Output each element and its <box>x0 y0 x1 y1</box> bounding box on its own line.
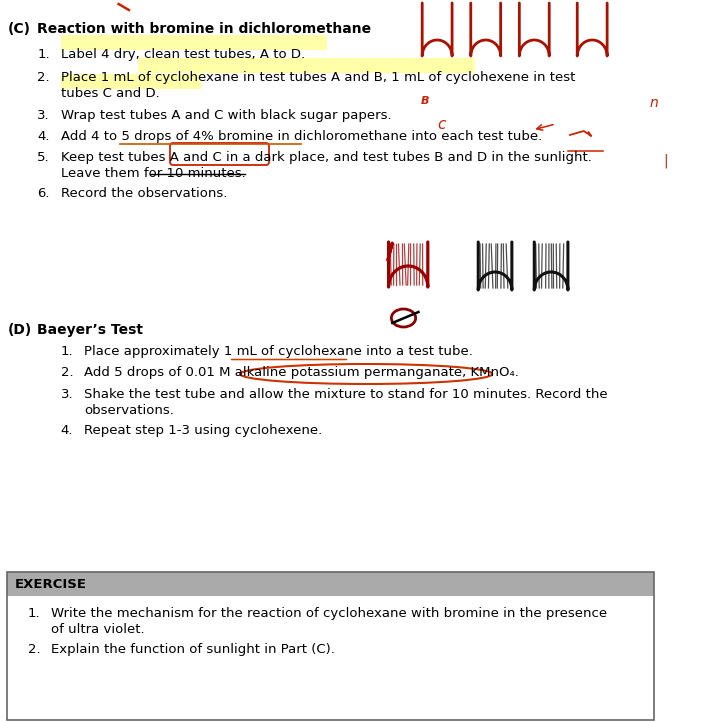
Text: 2.: 2. <box>37 71 50 84</box>
Text: 4.: 4. <box>61 424 73 437</box>
Text: 4.: 4. <box>37 130 50 143</box>
Text: of ultra violet.: of ultra violet. <box>51 623 145 636</box>
Text: Reaction with bromine in dichloromethane: Reaction with bromine in dichloromethane <box>37 22 372 36</box>
Text: |: | <box>663 154 668 168</box>
Text: Place 1 mL of cyclohexane in test tubes A and B, 1 mL of cyclohexene in test: Place 1 mL of cyclohexane in test tubes … <box>61 71 575 84</box>
FancyBboxPatch shape <box>61 35 327 50</box>
Text: 5.: 5. <box>37 151 50 164</box>
Text: 1.: 1. <box>61 345 73 358</box>
Text: Repeat step 1-3 using cyclohexene.: Repeat step 1-3 using cyclohexene. <box>84 424 323 437</box>
FancyBboxPatch shape <box>138 58 474 73</box>
FancyBboxPatch shape <box>7 572 654 596</box>
Text: Leave them for 10 minutes.: Leave them for 10 minutes. <box>61 167 246 180</box>
Text: Label 4 dry, clean test tubes, A to D.: Label 4 dry, clean test tubes, A to D. <box>61 48 305 61</box>
Text: Add 5 drops of 0.01 M alkaline potassium permanganate, KMnO₄.: Add 5 drops of 0.01 M alkaline potassium… <box>84 366 519 379</box>
Text: Place approximately 1 mL of cyclohexane into a test tube.: Place approximately 1 mL of cyclohexane … <box>84 345 473 358</box>
Text: Explain the function of sunlight in Part (C).: Explain the function of sunlight in Part… <box>51 643 335 656</box>
Text: tubes C and D.: tubes C and D. <box>61 87 159 100</box>
Text: 3.: 3. <box>37 109 50 122</box>
Text: 2.: 2. <box>61 366 73 379</box>
FancyBboxPatch shape <box>61 74 201 89</box>
Text: c: c <box>437 117 446 132</box>
Text: B: B <box>420 96 429 106</box>
Text: 1.: 1. <box>37 48 50 61</box>
Text: Keep test tubes A and C in a dark place, and test tubes B and D in the sunlight.: Keep test tubes A and C in a dark place,… <box>61 151 592 164</box>
Text: Add 4 to 5 drops of 4% bromine in dichloromethane into each test tube.: Add 4 to 5 drops of 4% bromine in dichlo… <box>61 130 542 143</box>
Text: Baeyer’s Test: Baeyer’s Test <box>37 323 143 337</box>
Text: Shake the test tube and allow the mixture to stand for 10 minutes. Record the: Shake the test tube and allow the mixtur… <box>84 388 607 401</box>
Text: 6.: 6. <box>37 187 50 200</box>
Text: (C): (C) <box>7 22 31 36</box>
Text: Record the observations.: Record the observations. <box>61 187 227 200</box>
Text: n: n <box>649 96 658 110</box>
Text: EXERCISE: EXERCISE <box>15 578 87 591</box>
Text: (D): (D) <box>7 323 32 337</box>
Text: 2.: 2. <box>28 643 41 656</box>
Text: 3.: 3. <box>61 388 73 401</box>
Text: Write the mechanism for the reaction of cyclohexane with bromine in the presence: Write the mechanism for the reaction of … <box>51 607 607 620</box>
Text: Wrap test tubes A and C with black sugar papers.: Wrap test tubes A and C with black sugar… <box>61 109 392 122</box>
Text: 1.: 1. <box>28 607 41 620</box>
Text: observations.: observations. <box>84 404 174 417</box>
